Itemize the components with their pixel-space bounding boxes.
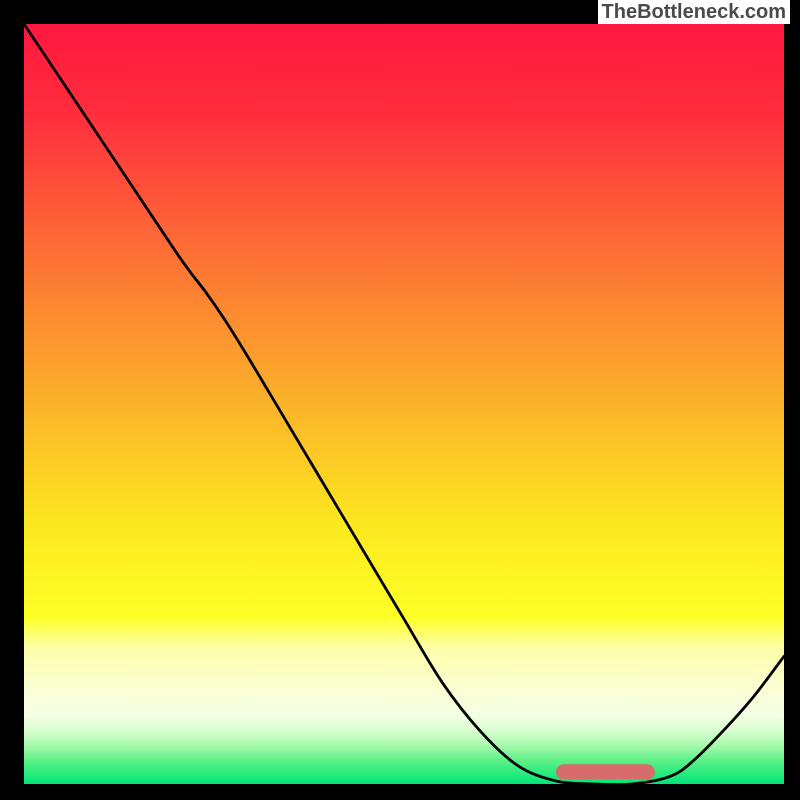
- chart-plot-area: [24, 24, 784, 784]
- chart-gradient-background: [24, 24, 784, 784]
- optimal-range-marker: [556, 764, 655, 779]
- chart-svg: [24, 24, 784, 784]
- chart-frame: TheBottleneck.com: [0, 0, 800, 800]
- attribution-label: TheBottleneck.com: [598, 0, 790, 24]
